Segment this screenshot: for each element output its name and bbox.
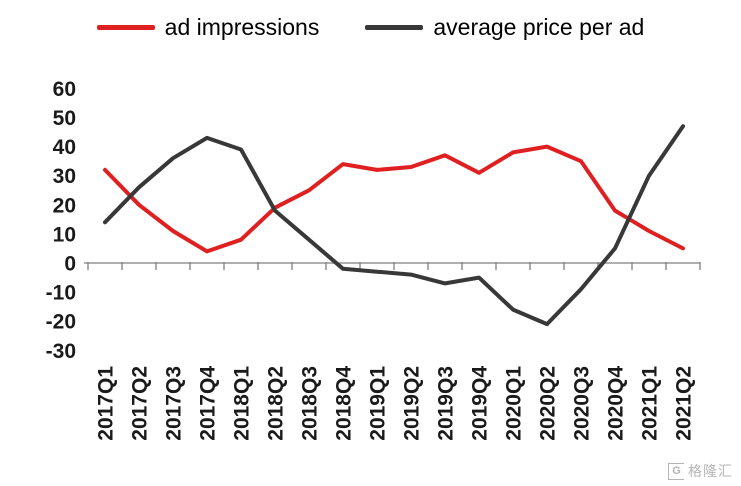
y-axis-tick-label: 20 [53, 194, 76, 217]
y-axis-tick-label: 10 [53, 223, 76, 246]
series-line-ad-impressions [103, 144, 685, 254]
x-axis-tick-label: 2021Q1 [639, 366, 662, 441]
x-axis-tick-label: 2017Q1 [95, 366, 118, 441]
series-line-average-price-per-ad [103, 124, 685, 327]
y-axis-tick-label: 0 [64, 253, 76, 276]
x-axis-tick-label: 2018Q1 [231, 366, 254, 441]
x-axis-tick-label: 2017Q2 [129, 366, 152, 441]
watermark-gelonghui: G 格隆汇 [668, 461, 733, 481]
x-axis-tick-label: 2020Q2 [537, 366, 560, 441]
y-axis-tick-label: 40 [53, 136, 76, 159]
x-axis-tick-label: 2017Q4 [197, 366, 220, 441]
x-axis-tick-label: 2019Q1 [367, 366, 390, 441]
average-price-line-swatch [365, 25, 424, 30]
y-axis-tick-label: 30 [53, 165, 76, 188]
x-axis-tick-label: 2018Q2 [265, 366, 288, 441]
x-axis-tick-label: 2020Q3 [571, 366, 594, 441]
legend-label-ad-impressions: ad impressions [164, 14, 320, 40]
x-axis-tick-label: 2019Q3 [435, 366, 458, 441]
chart-legend: ad impressions average price per ad [0, 16, 741, 39]
x-axis-tick-label: 2019Q2 [401, 366, 424, 441]
ad-impressions-line-swatch [96, 25, 155, 30]
x-axis-tick-label: 2020Q4 [605, 366, 628, 441]
y-axis-tick-label: 60 [53, 78, 76, 101]
y-axis-tick-label: -30 [46, 340, 76, 363]
y-axis-tick-label: -10 [46, 282, 76, 305]
gelonghui-logo-icon: G [668, 462, 684, 480]
legend-item-average-price: average price per ad [365, 16, 644, 39]
legend-item-ad-impressions: ad impressions [96, 14, 320, 40]
x-axis-tick-label: 2017Q3 [163, 366, 186, 441]
x-axis-tick-label: 2020Q1 [503, 366, 526, 441]
x-axis-tick-label: 2021Q2 [673, 366, 696, 441]
y-axis-tick-label: 50 [53, 107, 76, 130]
x-axis-tick-label: 2019Q4 [469, 366, 492, 441]
watermark-text: 格隆汇 [688, 463, 733, 479]
x-axis-tick-label: 2018Q4 [333, 366, 356, 441]
x-axis-tick-label: 2018Q3 [299, 366, 322, 441]
legend-label-average-price: average price per ad [433, 14, 645, 40]
y-axis-tick-label: -20 [46, 311, 76, 334]
